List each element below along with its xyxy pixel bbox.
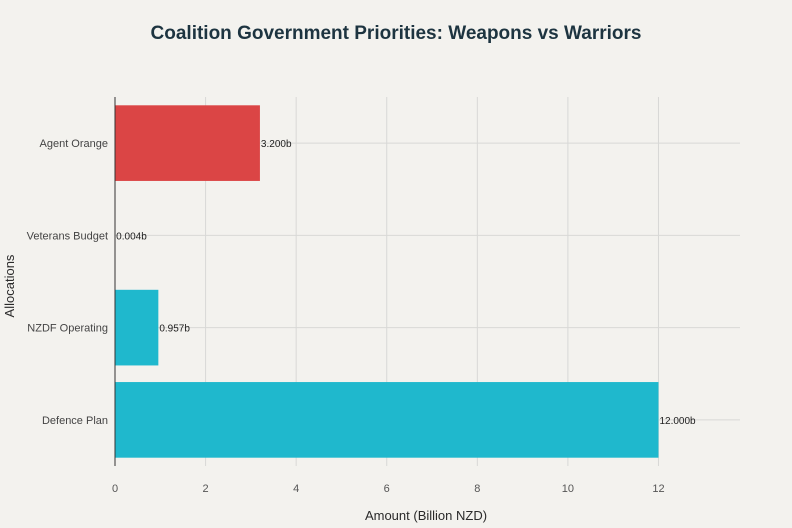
y-axis-title: Allocations [2, 254, 17, 317]
bars [115, 105, 659, 458]
x-tick-label-1: 2 [203, 483, 209, 495]
x-tick-label-3: 6 [384, 483, 390, 495]
x-axis-title: Amount (Billion NZD) [365, 508, 487, 523]
x-tick-label-2: 4 [293, 483, 299, 495]
x-tick-labels: 0 2 4 6 8 10 12 [112, 483, 665, 495]
value-label-3: 12.000b [659, 416, 696, 427]
x-tick-label-6: 12 [652, 483, 664, 495]
chart-title: Coalition Government Priorities: Weapons… [151, 23, 642, 44]
category-label-1: Veterans Budget [27, 230, 108, 242]
y-category-labels: Agent Orange Veterans Budget NZDF Operatin… [27, 138, 108, 427]
bar-2[interactable] [115, 289, 159, 366]
bar-0[interactable] [115, 105, 260, 181]
value-label-0: 3.200b [261, 139, 292, 150]
bar-3[interactable] [115, 382, 659, 458]
x-tick-label-4: 8 [474, 483, 480, 495]
value-label-1: 0.004b [116, 231, 147, 242]
category-label-3: Defence Plan [42, 415, 108, 427]
category-label-2: NZDF Operating [27, 323, 108, 335]
category-label-0: Agent Orange [40, 138, 109, 150]
x-tick-label-0: 0 [112, 483, 118, 495]
x-tick-label-5: 10 [562, 483, 574, 495]
value-label-2: 0.957b [159, 324, 190, 335]
value-labels: 3.200b 0.004b 0.957b 12.000b [116, 139, 696, 427]
